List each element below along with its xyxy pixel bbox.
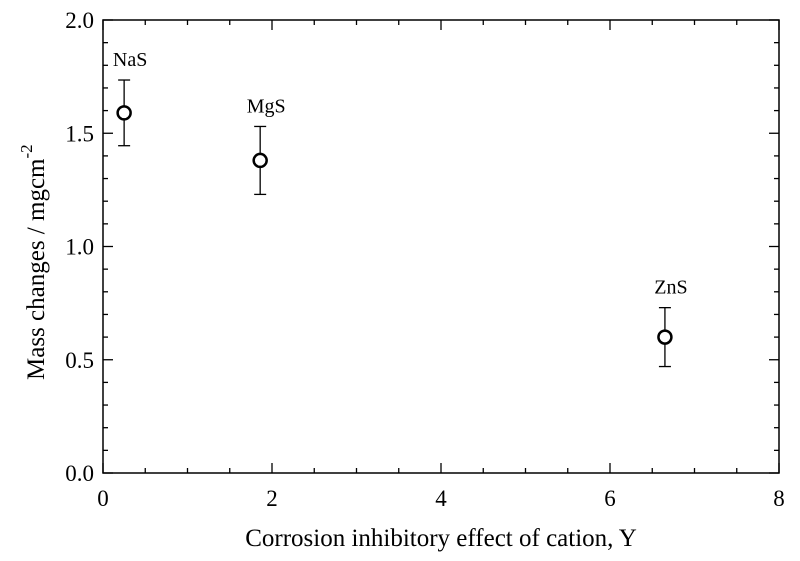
y-tick-label: 1.5 <box>65 121 94 146</box>
x-axis-label: Corrosion inhibitory effect of cation, Y <box>245 525 637 552</box>
y-tick-label: 0.5 <box>65 348 94 373</box>
x-tick-label: 2 <box>266 486 278 511</box>
y-axis-label: Mass changes / mgcm-2 <box>17 144 50 380</box>
y-axis-label-sup: -2 <box>17 144 36 158</box>
y-tick-label: 2.0 <box>65 8 94 33</box>
point <box>116 105 132 121</box>
y-axis-label-main: Mass changes / mgcm <box>23 158 50 380</box>
x-tick-label: 6 <box>604 486 616 511</box>
point-label: ZnS <box>654 277 687 299</box>
x-tick-label: 8 <box>773 486 785 511</box>
point-label: MgS <box>247 95 286 117</box>
y-tick-label: 1.0 <box>65 235 94 260</box>
x-tick-label: 4 <box>435 486 447 511</box>
y-tick-label: 0.0 <box>65 461 94 486</box>
point-label: NaS <box>113 49 147 71</box>
plot-frame <box>102 19 780 474</box>
point <box>657 329 673 345</box>
point <box>252 152 268 169</box>
x-tick-label: 0 <box>97 486 109 511</box>
